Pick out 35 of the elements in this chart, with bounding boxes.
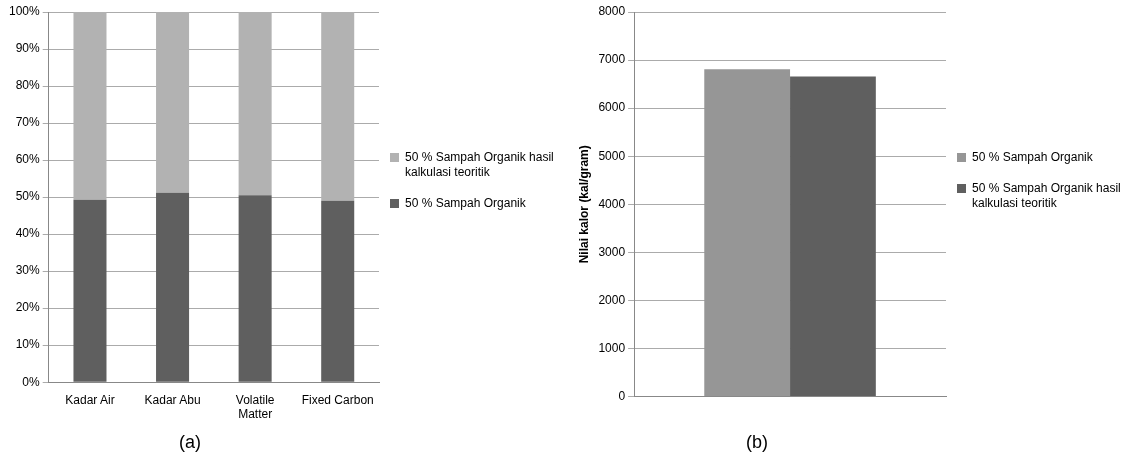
y-tick-label: 5000 <box>598 148 626 163</box>
y-tick-label: 100% <box>8 4 41 19</box>
y-tick-label: 40% <box>15 226 41 241</box>
y-tick-label: 10% <box>15 337 41 352</box>
y-tick-label: 1000 <box>598 340 626 355</box>
bar <box>73 199 107 382</box>
text: (b) <box>745 432 769 453</box>
bar <box>238 195 272 382</box>
x-tick-label: Kadar Air <box>65 392 115 407</box>
y-tick-label: 3000 <box>598 244 626 259</box>
y-tick-label: 50% <box>15 189 41 204</box>
y-tick-label: 70% <box>15 115 41 130</box>
y-tick-label: 90% <box>15 41 41 56</box>
x-tick-label: Fixed Carbon <box>301 392 374 407</box>
y-tick-label: 0 <box>618 388 626 403</box>
y-tick-label: 4000 <box>598 196 626 211</box>
x-tick-label: Volatile Matter <box>235 392 275 422</box>
legend-label: 50 % Sampah Organik <box>405 196 526 211</box>
bar <box>156 192 190 382</box>
y-tick-label: 6000 <box>598 100 626 115</box>
x-tick-label: Kadar Abu <box>144 392 201 407</box>
y-tick-label: 20% <box>15 300 41 315</box>
y-tick-label: 30% <box>15 263 41 278</box>
text: (a) <box>178 432 202 453</box>
legend-label: 50 % Sampah Organik hasil kalkulasi teoritik <box>972 181 1122 211</box>
y-tick-label: 7000 <box>598 52 626 67</box>
legend-label: 50 % Sampah Organik <box>972 150 1093 165</box>
y-tick-label: 2000 <box>598 292 626 307</box>
y-tick-label: 8000 <box>598 4 626 19</box>
y-tick-label: 0% <box>22 374 41 389</box>
y-tick-label: 80% <box>15 78 41 93</box>
legend-label: 50 % Sampah Organik hasil kalkulasi teoritik <box>405 150 555 180</box>
y-tick-label: 60% <box>15 152 41 167</box>
y-axis-title: Nilai kalor (kal/gram) <box>576 145 591 264</box>
bar <box>321 200 355 382</box>
